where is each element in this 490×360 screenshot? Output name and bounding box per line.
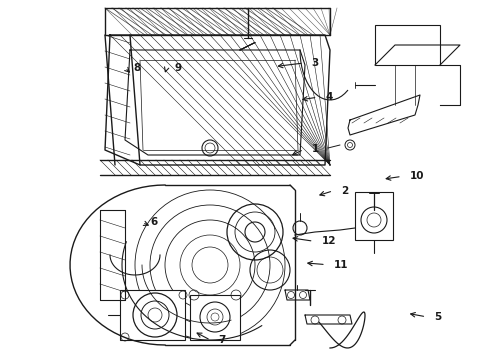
Text: 8: 8 (133, 63, 140, 73)
Text: 4: 4 (325, 92, 333, 102)
Text: 3: 3 (312, 58, 319, 68)
Text: 2: 2 (341, 186, 348, 196)
Bar (355, 192, 393, 240)
Text: 6: 6 (150, 217, 157, 228)
Text: 9: 9 (174, 63, 182, 73)
Bar (375, 25, 440, 65)
Text: 10: 10 (410, 171, 424, 181)
Bar (190, 295, 240, 340)
Text: 12: 12 (321, 236, 336, 246)
Text: 1: 1 (312, 144, 319, 154)
Bar (120, 290, 185, 340)
Text: 5: 5 (434, 312, 441, 322)
Text: 11: 11 (334, 260, 348, 270)
Text: 7: 7 (219, 335, 226, 345)
